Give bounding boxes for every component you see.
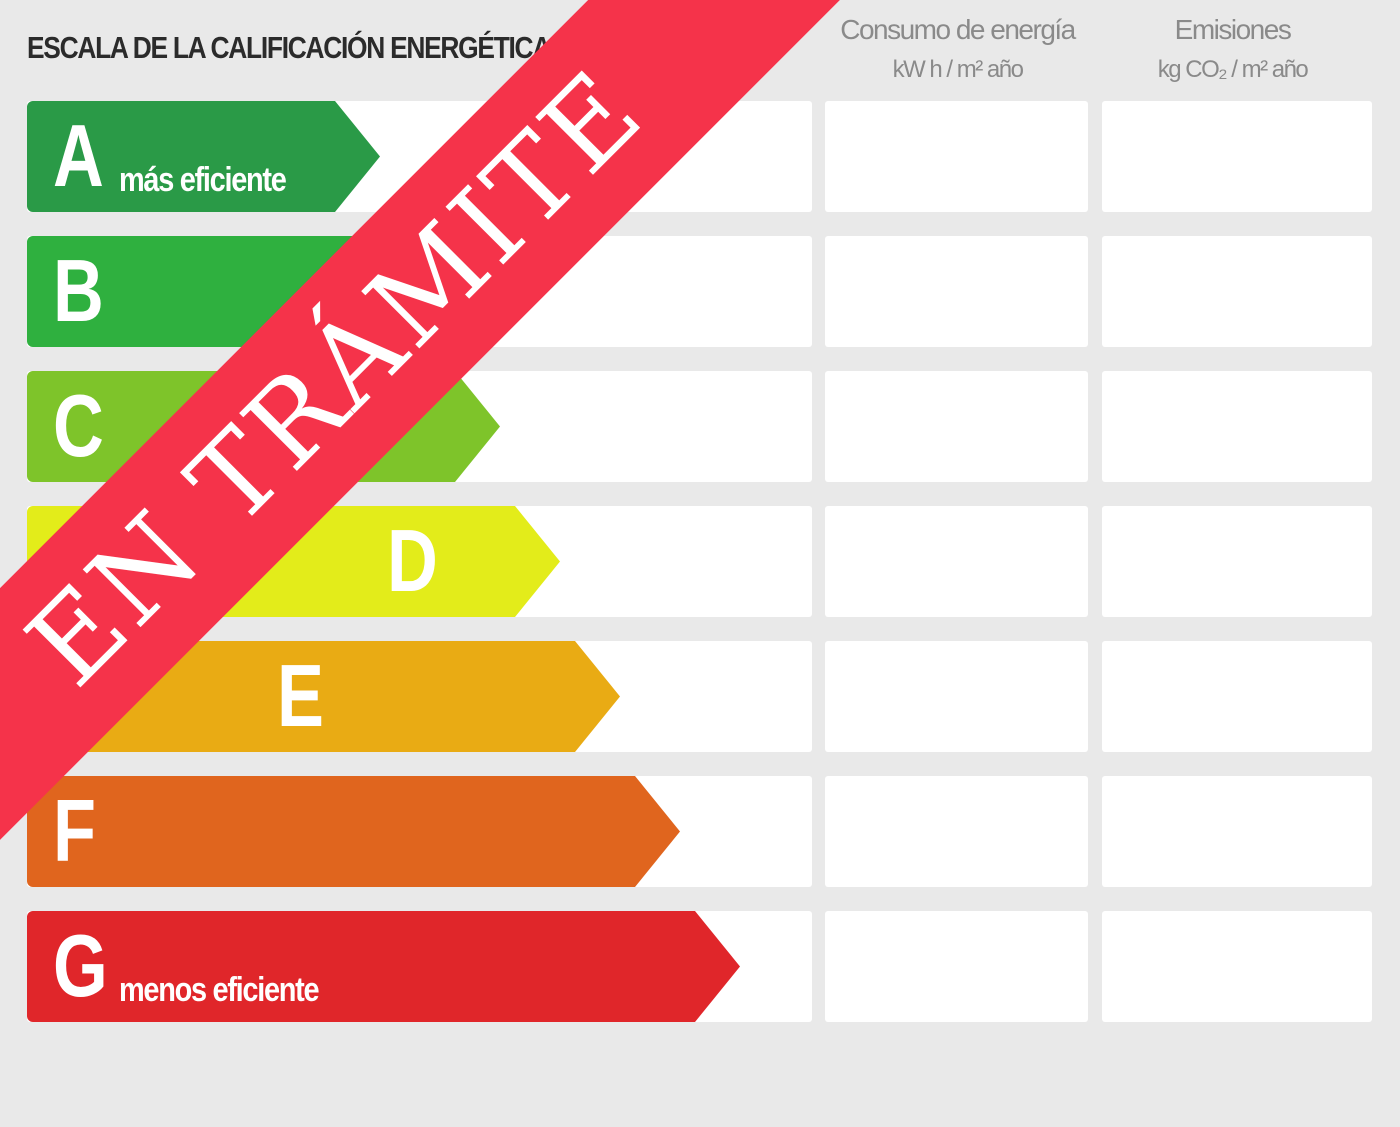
rating-letter: B — [53, 241, 104, 340]
rating-arrow: A más eficiente — [27, 101, 380, 212]
emissions-cell — [1102, 776, 1372, 887]
column-unit: kg CO₂ / m² año — [1157, 56, 1309, 83]
column-header-emissions: Emisiones kg CO₂ / m² año — [1100, 10, 1365, 90]
rating-letter: G — [53, 916, 108, 1015]
emissions-cell — [1102, 506, 1372, 617]
column-unit: kW h / m² año — [892, 56, 1024, 83]
rating-row-e: E — [0, 641, 1400, 752]
rating-row-c: C — [0, 371, 1400, 482]
rating-row-g: G menos eficiente — [0, 911, 1400, 1022]
column-header-consumption: Consumo de energía kW h / m² año — [825, 10, 1090, 90]
rating-row-f: F — [0, 776, 1400, 887]
rating-letter: C — [53, 376, 104, 475]
rating-letter: F — [53, 781, 97, 880]
rating-letter: A — [53, 106, 104, 205]
consumption-cell — [825, 506, 1088, 617]
emissions-cell — [1102, 101, 1372, 212]
rating-letter: D — [387, 511, 438, 610]
rating-row-b: B — [0, 236, 1400, 347]
consumption-cell — [825, 101, 1088, 212]
consumption-cell — [825, 641, 1088, 752]
emissions-cell — [1102, 641, 1372, 752]
consumption-cell — [825, 911, 1088, 1022]
column-label: Emisiones — [1174, 14, 1292, 45]
rating-letter: E — [277, 646, 324, 745]
consumption-cell — [825, 371, 1088, 482]
emissions-cell — [1102, 911, 1372, 1022]
rating-description: menos eficiente — [119, 971, 320, 1009]
scale-title: ESCALA DE LA CALIFICACIÓN ENERGÉTICA — [27, 30, 551, 65]
rating-arrow: F — [27, 776, 680, 887]
consumption-cell — [825, 776, 1088, 887]
emissions-cell — [1102, 236, 1372, 347]
column-label: Consumo de energía — [840, 14, 1076, 45]
rating-arrow: G menos eficiente — [27, 911, 740, 1022]
rating-description: más eficiente — [119, 161, 287, 199]
consumption-cell — [825, 236, 1088, 347]
emissions-cell — [1102, 371, 1372, 482]
